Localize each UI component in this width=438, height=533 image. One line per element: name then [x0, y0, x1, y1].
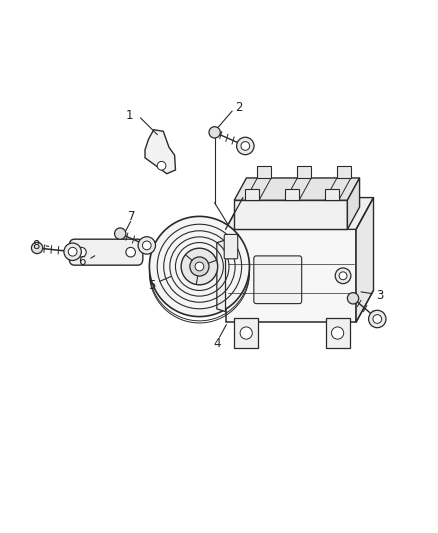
Ellipse shape	[195, 262, 204, 271]
Ellipse shape	[157, 161, 166, 170]
Polygon shape	[347, 178, 360, 229]
Polygon shape	[285, 189, 299, 200]
Ellipse shape	[240, 327, 252, 339]
Ellipse shape	[209, 127, 220, 138]
Ellipse shape	[138, 237, 155, 254]
Polygon shape	[325, 189, 339, 200]
Polygon shape	[145, 130, 176, 174]
Ellipse shape	[335, 268, 351, 284]
FancyBboxPatch shape	[254, 256, 302, 304]
Polygon shape	[226, 198, 374, 229]
Polygon shape	[234, 318, 258, 348]
Polygon shape	[226, 229, 356, 322]
Ellipse shape	[115, 228, 126, 239]
Text: 8: 8	[32, 239, 40, 252]
Ellipse shape	[339, 272, 347, 280]
Ellipse shape	[32, 243, 43, 254]
Ellipse shape	[149, 216, 250, 317]
Text: 3: 3	[376, 289, 384, 302]
Text: 2: 2	[235, 101, 242, 114]
Ellipse shape	[328, 190, 336, 198]
Text: 7: 7	[128, 209, 136, 223]
Polygon shape	[257, 166, 271, 178]
Ellipse shape	[369, 310, 386, 328]
FancyBboxPatch shape	[69, 239, 143, 265]
Ellipse shape	[64, 243, 81, 261]
Ellipse shape	[126, 247, 135, 257]
Text: 5: 5	[148, 279, 155, 292]
Ellipse shape	[68, 247, 77, 256]
Ellipse shape	[347, 293, 359, 304]
Polygon shape	[337, 166, 351, 178]
Text: 1: 1	[126, 109, 134, 122]
Polygon shape	[234, 200, 347, 229]
Ellipse shape	[181, 248, 218, 285]
Ellipse shape	[77, 247, 86, 257]
Ellipse shape	[332, 327, 344, 339]
Ellipse shape	[288, 190, 296, 198]
FancyBboxPatch shape	[224, 235, 238, 259]
Polygon shape	[217, 240, 226, 312]
Polygon shape	[297, 166, 311, 178]
Ellipse shape	[142, 241, 151, 250]
Polygon shape	[234, 178, 360, 200]
Ellipse shape	[190, 257, 209, 276]
Polygon shape	[356, 198, 374, 322]
Ellipse shape	[237, 137, 254, 155]
Polygon shape	[245, 189, 259, 200]
Polygon shape	[325, 318, 350, 348]
Ellipse shape	[373, 314, 381, 324]
Ellipse shape	[248, 190, 256, 198]
Ellipse shape	[241, 142, 250, 150]
Text: 4: 4	[213, 337, 221, 350]
Text: 6: 6	[78, 255, 86, 268]
